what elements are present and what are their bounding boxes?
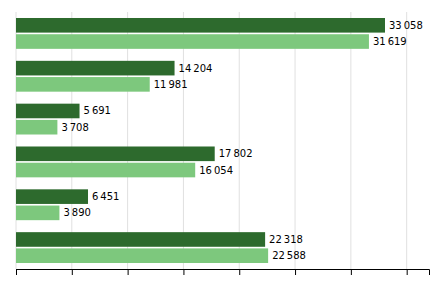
data-label: 3 708: [61, 122, 88, 133]
tick: [72, 269, 73, 275]
bars: [16, 18, 385, 263]
x-axis: [17, 269, 430, 275]
data-label: 33 058: [389, 20, 423, 31]
grid-line: [183, 12, 184, 269]
plot-area: 33 058 14 204 5 691 17 802 6 451 22 318 31 619…: [16, 12, 430, 275]
data-label: 6 451: [92, 191, 119, 202]
data-label: 22 318: [269, 234, 303, 245]
grid-line: [71, 12, 72, 269]
bar: [16, 248, 268, 263]
chart-svg: 33 058 14 204 5 691 17 802 6 451 22 318 31 619…: [0, 0, 445, 295]
tick-mark: [183, 269, 184, 275]
data-label: 16 054: [199, 165, 233, 176]
bar: [16, 189, 88, 204]
tick-mark: [407, 269, 408, 275]
bar: [16, 146, 215, 161]
bar: [16, 120, 57, 135]
grid-line: [127, 12, 128, 269]
grid: [16, 12, 407, 269]
tick-mark: [295, 269, 296, 275]
bar: [16, 163, 195, 178]
tick: [239, 269, 240, 275]
data-label: 5 691: [84, 105, 111, 116]
tick-mark: [351, 269, 352, 275]
tick-mark: [72, 269, 73, 275]
data-label: 17 802: [219, 148, 253, 159]
bar: [16, 61, 175, 76]
grid-line: [16, 12, 17, 269]
tick: [16, 269, 17, 275]
bar: [16, 18, 385, 33]
bar: [16, 34, 369, 49]
bar: [16, 206, 59, 221]
tick: [351, 269, 352, 275]
tick: [128, 269, 129, 275]
data-label: 22 588: [272, 250, 306, 261]
grid-line: [350, 12, 351, 269]
data-labels: 33 058 14 204 5 691 17 802 6 451 22 318 31 619…: [61, 20, 422, 261]
data-label: 3 890: [63, 207, 90, 218]
chart-container: 33 058 14 204 5 691 17 802 6 451 22 318 31 619…: [0, 0, 445, 295]
tick: [295, 269, 296, 275]
grid-line: [239, 12, 240, 269]
data-label: 14 204: [179, 63, 213, 74]
bar: [16, 77, 150, 92]
tick: [407, 269, 408, 275]
data-label: 31 619: [373, 36, 407, 47]
grid-line: [295, 12, 296, 269]
tick-mark: [128, 269, 129, 275]
tick-mark: [239, 269, 240, 275]
tick: [183, 269, 184, 275]
data-label: 11 981: [154, 79, 188, 90]
bar: [16, 104, 80, 119]
bar: [16, 232, 265, 247]
axis-line: [17, 270, 430, 276]
tick-mark: [16, 269, 17, 275]
grid-line: [406, 12, 407, 269]
